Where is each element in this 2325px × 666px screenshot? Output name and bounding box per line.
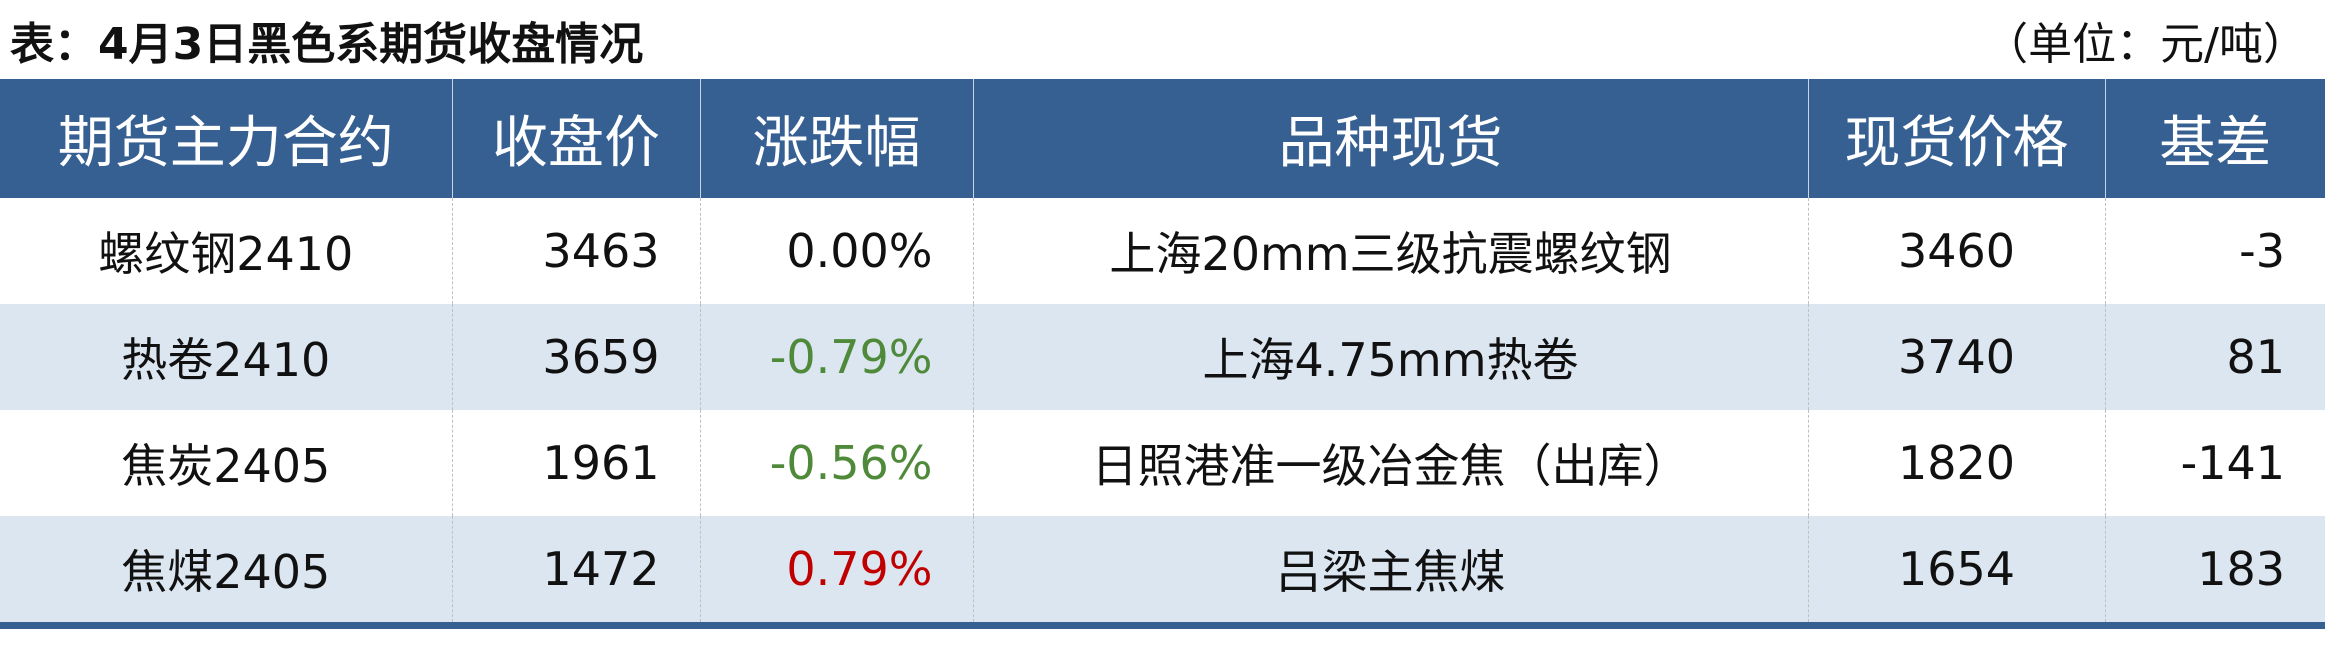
table-title: 表：4月3日黑色系期货收盘情况 <box>10 19 644 70</box>
close-cell: 3659 <box>451 304 700 410</box>
close-cell: 1472 <box>451 516 700 629</box>
close-cell: 1961 <box>451 410 700 516</box>
futures-table: 期货主力合约 收盘价 涨跌幅 品种现货 现货价格 基差 螺纹钢2410 3463 0… <box>0 79 2325 629</box>
contract-cell: 螺纹钢2410 <box>98 227 354 281</box>
spot-price-cell: 1820 <box>1807 410 2105 516</box>
col-header-change: 涨跌幅 <box>699 79 973 198</box>
spot-cell: 上海4.75mm热卷 <box>972 304 1808 410</box>
contract-cell: 热卷2410 <box>0 304 452 410</box>
close-cell: 3463 <box>451 198 700 304</box>
spot-price-cell: 3460 <box>1807 198 2105 304</box>
table-row: 焦炭2405 1961 -0.56% 日照港准一级冶金焦（出库） 1820 -141 <box>0 410 2325 516</box>
change-cell: 0.79% <box>699 516 973 629</box>
col-header-basis: 基差 <box>2104 79 2325 198</box>
basis-cell: 81 <box>2104 304 2325 410</box>
spot-price-cell: 3740 <box>1807 304 2105 410</box>
header-row: 期货主力合约 收盘价 涨跌幅 品种现货 现货价格 基差 <box>0 79 2325 198</box>
col-header-contract: 期货主力合约 <box>0 79 452 198</box>
spot-price-cell: 1654 <box>1807 516 2105 629</box>
spot-cell: 上海20mm三级抗震螺纹钢 <box>972 198 1808 304</box>
col-header-spot-price: 现货价格 <box>1807 79 2105 198</box>
contract-cell: 焦炭2405 <box>121 439 331 493</box>
contract-cell: 焦煤2405 <box>0 516 452 629</box>
table-row: 螺纹钢2410 3463 0.00% 上海20mm三级抗震螺纹钢 3460 -3 <box>0 198 2325 304</box>
unit-label: （单位：元/吨） <box>1984 19 2307 70</box>
change-cell: -0.79% <box>699 304 973 410</box>
basis-cell: -141 <box>2104 410 2325 516</box>
spot-cell: 吕梁主焦煤 <box>972 516 1808 629</box>
col-header-spot: 品种现货 <box>972 79 1808 198</box>
change-cell: -0.56% <box>699 410 973 516</box>
col-header-close: 收盘价 <box>451 79 700 198</box>
table-row: 焦煤2405 1472 0.79% 吕梁主焦煤 1654 183 <box>0 516 2325 629</box>
spot-cell: 日照港准一级冶金焦（出库） <box>972 410 1808 516</box>
change-cell: 0.00% <box>699 198 973 304</box>
basis-cell: -3 <box>2104 198 2325 304</box>
table-row: 热卷2410 3659 -0.79% 上海4.75mm热卷 3740 81 <box>0 304 2325 410</box>
basis-cell: 183 <box>2104 516 2325 629</box>
